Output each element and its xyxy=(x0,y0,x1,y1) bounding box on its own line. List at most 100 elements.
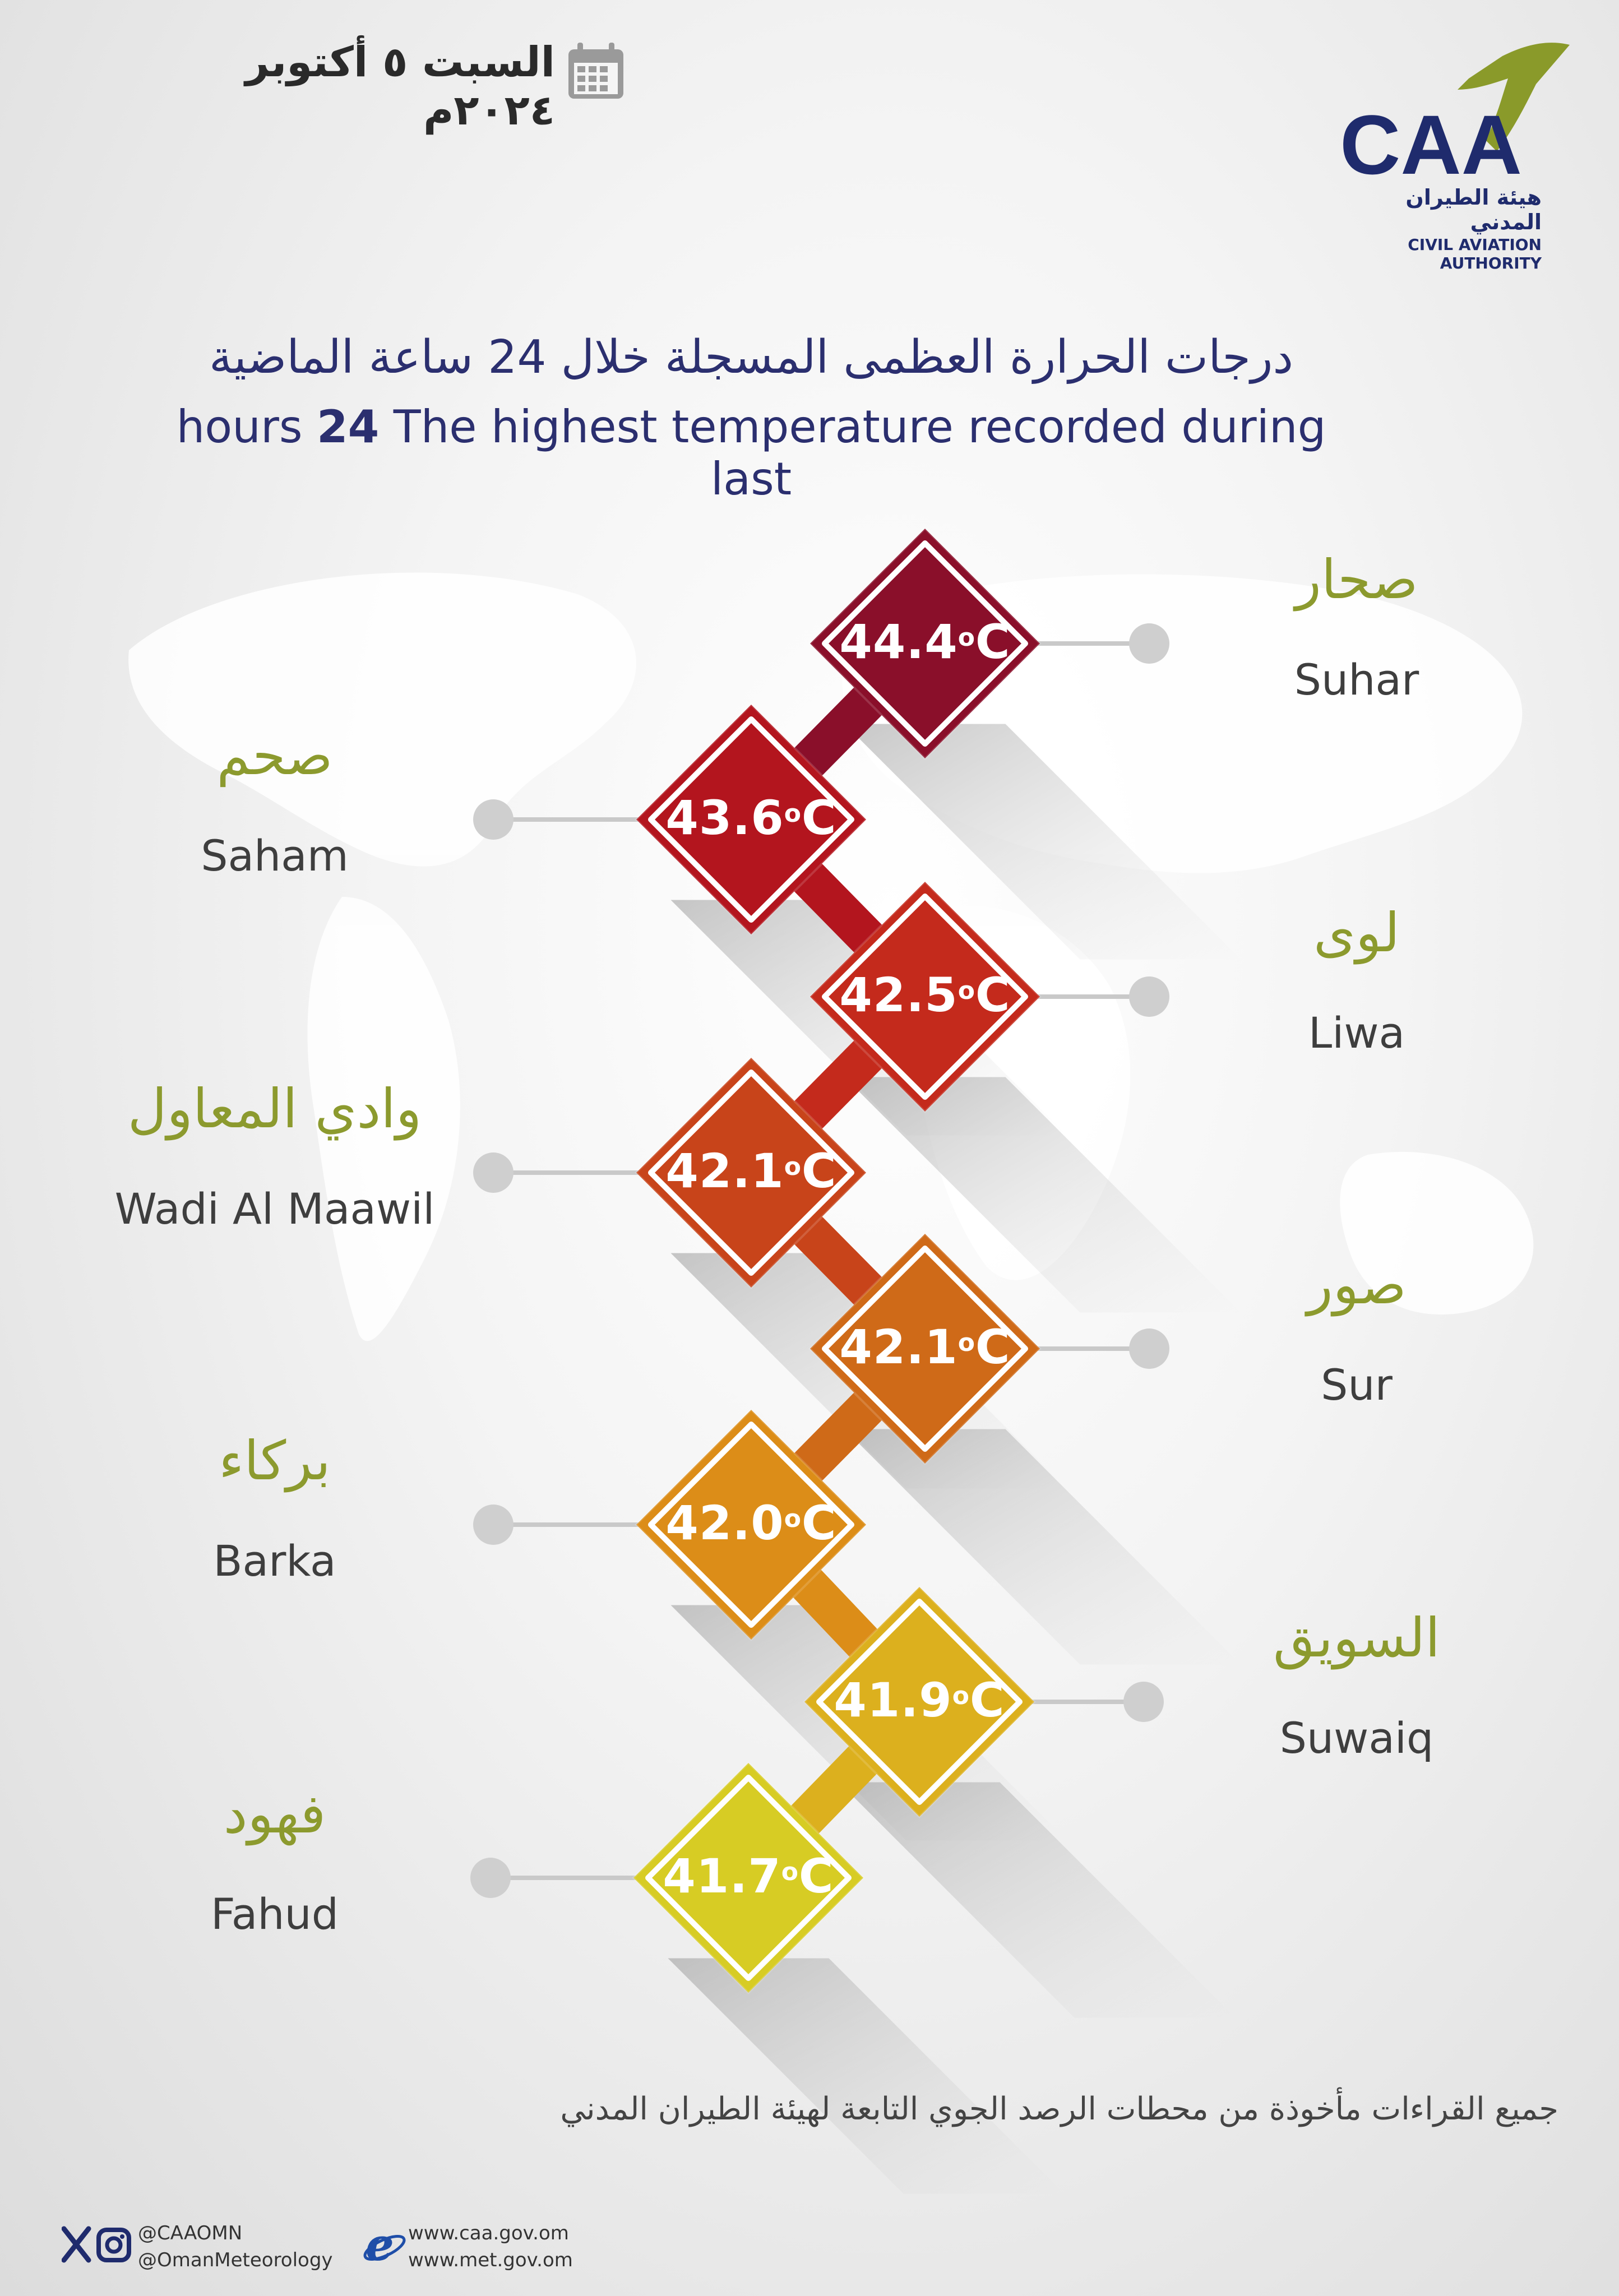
diamond-inner xyxy=(816,1599,1023,1805)
temperature-value: 43.6oC xyxy=(633,790,869,845)
degree-mark: o xyxy=(957,623,975,652)
leader-dot xyxy=(473,799,514,840)
degree-mark: o xyxy=(957,1328,975,1357)
leader-dot xyxy=(470,1858,511,1898)
station-name-en: Suhar xyxy=(1294,655,1419,705)
calendar-icon xyxy=(568,43,623,99)
degree-mark: o xyxy=(784,1152,802,1181)
temperature-value: 42.5oC xyxy=(807,968,1043,1022)
leader-dot xyxy=(1129,1328,1169,1369)
web-icon: e xyxy=(363,2223,406,2268)
temperature-diamond xyxy=(635,1056,868,1289)
temperature-diamond xyxy=(632,1761,865,1994)
diamond-shadow xyxy=(844,1077,1241,1313)
diamond-inner xyxy=(822,894,1028,1100)
temperature-unit: C xyxy=(969,1673,1005,1728)
temperature-value: 42.0oC xyxy=(633,1496,869,1550)
temperature-value: 44.4oC xyxy=(807,614,1043,669)
social-handles: @CAAOMN @OmanMeteorology xyxy=(138,2220,333,2274)
degree-mark: o xyxy=(784,799,802,828)
leader-dot xyxy=(473,1505,514,1545)
leader-dot xyxy=(1129,623,1169,664)
logo-text: هيئة الطيران المدني CIVIL AVIATION AUTHO… xyxy=(1334,185,1542,272)
station-name-ar: صحار xyxy=(1295,548,1418,611)
title-english: hours 24 The highest temperature recorde… xyxy=(168,401,1334,505)
diamond-inner xyxy=(645,1775,852,1981)
title-en-rest: The highest temperature recorded during … xyxy=(393,401,1326,505)
temperature-number: 41.7 xyxy=(663,1849,781,1904)
temperature-unit: C xyxy=(801,1144,837,1198)
station-name-en: Liwa xyxy=(1308,1008,1405,1058)
diamond-shadow xyxy=(844,724,1241,960)
logo-name-en: CIVIL AVIATION AUTHORITY xyxy=(1408,235,1542,272)
station-name-en: Saham xyxy=(201,831,349,881)
leader-dot xyxy=(1129,976,1169,1017)
handle-caa[interactable]: @CAAOMN xyxy=(138,2222,243,2244)
temperature-number: 42.1 xyxy=(665,1144,784,1198)
station-name-en: Sur xyxy=(1321,1360,1393,1410)
degree-mark: o xyxy=(781,1858,799,1886)
svg-text:e: e xyxy=(366,2223,394,2268)
footer-note: جميع القراءات مأخوذة من محطات الرصد الجو… xyxy=(560,2091,1558,2127)
temperature-number: 42.5 xyxy=(839,968,958,1022)
temperature-value: 42.1oC xyxy=(807,1320,1043,1374)
logo-abbr: CAA xyxy=(1340,98,1522,192)
diamond-inner xyxy=(648,1422,854,1628)
handle-met[interactable]: @OmanMeteorology xyxy=(138,2249,333,2271)
diamond-inner xyxy=(648,1070,854,1276)
temperature-number: 44.4 xyxy=(839,614,958,669)
temperature-unit: C xyxy=(801,790,837,845)
temperature-unit: C xyxy=(798,1849,834,1904)
degree-mark: o xyxy=(952,1682,970,1710)
station-name-ar: صحم xyxy=(216,724,333,787)
temperature-diamond xyxy=(808,1232,1042,1465)
temperature-diamond xyxy=(808,880,1042,1113)
leader-dot xyxy=(473,1152,514,1193)
temperature-number: 43.6 xyxy=(665,790,784,845)
temperature-unit: C xyxy=(975,614,1011,669)
title-en-number: 24 xyxy=(316,401,380,453)
station-name-ar: صور xyxy=(1307,1253,1407,1316)
temperature-number: 42.0 xyxy=(665,1496,784,1550)
title-en-prefix: hours xyxy=(176,401,303,453)
station-name-ar: السويق xyxy=(1273,1607,1440,1669)
social-icons xyxy=(62,2226,131,2263)
diamond-shadow xyxy=(844,1429,1241,1665)
x-icon xyxy=(62,2226,91,2263)
temperature-value: 42.1oC xyxy=(633,1144,869,1198)
temperature-number: 41.9 xyxy=(834,1673,952,1728)
temperature-diamond xyxy=(808,527,1042,760)
diamond-inner xyxy=(648,716,854,923)
date-label: السبت ٥ أكتوبر ٢٠٢٤م xyxy=(245,38,555,135)
temperature-unit: C xyxy=(975,1320,1011,1374)
caa-logo: CAA xyxy=(1340,43,1570,192)
degree-mark: o xyxy=(784,1505,802,1533)
title-arabic: درجات الحرارة العظمى المسجلة خلال 24 ساع… xyxy=(209,331,1294,384)
station-name-ar: بركاء xyxy=(219,1429,331,1492)
diamond-inner xyxy=(822,540,1028,747)
diamond-shadow xyxy=(839,1782,1236,2018)
station-name-en: Fahud xyxy=(211,1889,339,1939)
leader-dot xyxy=(1123,1682,1164,1722)
temperature-unit: C xyxy=(801,1496,837,1550)
web-caa[interactable]: www.caa.gov.om xyxy=(408,2222,569,2244)
temperature-number: 42.1 xyxy=(839,1320,958,1374)
temperature-diamond xyxy=(635,703,868,936)
station-name-en: Barka xyxy=(213,1536,336,1586)
station-name-en: Wadi Al Maawil xyxy=(114,1184,435,1234)
instagram-icon xyxy=(96,2228,131,2262)
station-name-ar: وادي المعاول xyxy=(127,1077,422,1140)
temperature-diamond xyxy=(803,1585,1036,1818)
diamond-inner xyxy=(822,1246,1028,1452)
temperature-diamond xyxy=(635,1408,868,1641)
websites: www.caa.gov.om www.met.gov.om xyxy=(408,2220,573,2274)
temperature-value: 41.9oC xyxy=(802,1673,1037,1728)
temperature-unit: C xyxy=(975,968,1011,1022)
degree-mark: o xyxy=(957,976,975,1005)
diamond-shadow xyxy=(668,1958,1065,2194)
station-name-ar: لوى xyxy=(1313,901,1400,964)
logo-name-ar: هيئة الطيران المدني xyxy=(1405,185,1542,234)
temperature-value: 41.7oC xyxy=(631,1849,866,1904)
web-met[interactable]: www.met.gov.om xyxy=(408,2249,573,2271)
